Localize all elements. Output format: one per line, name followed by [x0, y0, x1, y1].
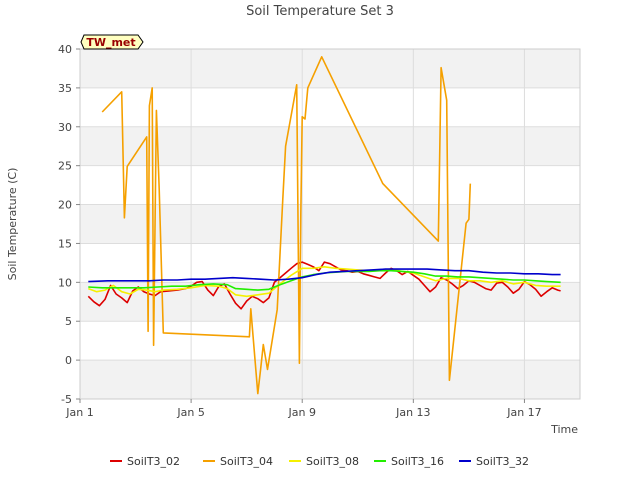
y-tick-label: 5 [65, 315, 72, 328]
series-line-soilt3-02 [87, 261, 561, 310]
plot-background [80, 49, 580, 399]
plot-band [80, 126, 580, 166]
y-tick-label: 20 [58, 199, 72, 212]
legend: SoilT3_02 SoilT3_04 SoilT3_08 SoilT3_16 Soil… [110, 455, 529, 468]
legend-label: SoilT3_04 [220, 455, 273, 468]
y-tick-label: -5 [61, 393, 72, 406]
site-label-box: TW_met [80, 34, 144, 50]
y-tick-label: 25 [58, 160, 72, 173]
plot-band [80, 165, 580, 205]
y-axis: -5 0 5 10 15 20 25 30 35 40 [58, 43, 80, 406]
y-tick-label: 40 [58, 43, 72, 56]
y-tick-label: 10 [58, 276, 72, 289]
y-tick-label: 30 [58, 121, 72, 134]
y-tick-label: 35 [58, 82, 72, 95]
chart-title: Soil Temperature Set 3 [246, 4, 394, 19]
series-line-soilt3-32 [88, 268, 561, 283]
legend-label: SoilT3_32 [476, 455, 529, 468]
plot-band [80, 360, 580, 399]
x-tick-label: Jan 1 [65, 406, 93, 419]
site-label-text: TW_met [86, 36, 135, 49]
plot-band [80, 87, 580, 127]
x-axis-label: Time [550, 423, 578, 436]
legend-label: SoilT3_08 [306, 455, 359, 468]
plot-frame [79, 48, 581, 400]
site-label-shape [80, 34, 144, 50]
legend-label: SoilT3_02 [127, 455, 180, 468]
plot-band [80, 204, 580, 244]
series-line-soilt3-04 [101, 56, 472, 395]
plot-band [80, 321, 580, 361]
x-tick-label: Jan 9 [287, 406, 315, 419]
x-axis: Jan 1 Jan 5 Jan 9 Jan 13 Jan 17 [65, 399, 542, 419]
series-line-soilt3-08 [88, 266, 561, 298]
y-tick-label: 15 [58, 237, 72, 250]
series-lines [87, 56, 561, 395]
y-axis-label: Soil Temperature (C) [6, 168, 19, 281]
x-tick-label: Jan 5 [176, 406, 204, 419]
plot-band [80, 49, 580, 88]
legend-label: SoilT3_16 [391, 455, 444, 468]
x-tick-label: Jan 17 [506, 406, 541, 419]
y-tick-label: 0 [65, 354, 72, 367]
x-tick-label: Jan 13 [395, 406, 430, 419]
